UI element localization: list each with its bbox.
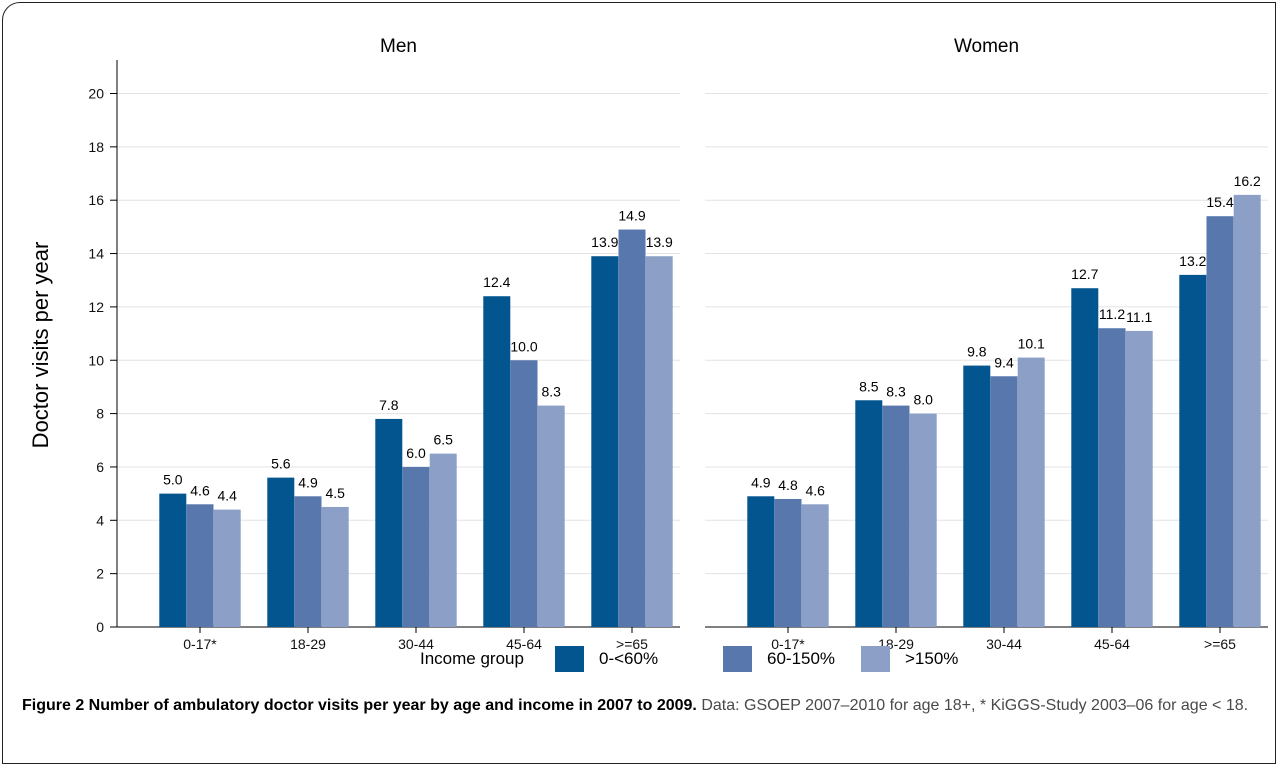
x-tick-label: 18-29 <box>290 636 326 652</box>
legend-swatch <box>555 646 584 672</box>
y-axis-label: Doctor visits per year <box>28 242 53 449</box>
data-label: 16.2 <box>1234 173 1261 189</box>
legend-swatch <box>861 646 890 672</box>
bar <box>774 498 802 627</box>
bar <box>402 466 430 627</box>
legend-swatch <box>723 646 752 672</box>
bar <box>294 496 322 627</box>
bar <box>591 256 619 627</box>
legend-label: 0-<60% <box>599 649 658 668</box>
panel-title: Women <box>954 36 1019 57</box>
bar <box>1125 330 1153 627</box>
bar <box>618 229 646 628</box>
data-label: 4.5 <box>325 485 345 501</box>
bar <box>882 405 910 627</box>
y-tick-label: 4 <box>96 512 104 528</box>
bar <box>1206 216 1234 627</box>
data-label: 14.9 <box>618 208 645 224</box>
bar <box>801 504 829 627</box>
bar <box>645 256 673 627</box>
data-label: 10.0 <box>510 338 537 354</box>
data-label: 8.3 <box>541 384 561 400</box>
data-label: 4.6 <box>190 482 210 498</box>
bar <box>537 405 565 627</box>
y-tick-label: 18 <box>88 139 104 155</box>
panel-title: Men <box>380 36 417 57</box>
bar <box>510 360 538 627</box>
bar <box>990 376 1018 627</box>
y-tick-label: 14 <box>88 246 104 262</box>
data-label: 9.4 <box>994 354 1014 370</box>
data-label: 11.2 <box>1099 306 1125 322</box>
bar <box>483 296 511 627</box>
bar <box>213 509 241 627</box>
bar <box>1179 274 1207 627</box>
data-label: 8.3 <box>886 384 906 400</box>
bar <box>1071 288 1099 627</box>
bar <box>747 496 775 627</box>
data-label: 6.0 <box>406 445 426 461</box>
data-label: 4.6 <box>805 482 825 498</box>
data-label: 15.4 <box>1206 194 1233 210</box>
data-label: 9.8 <box>967 344 987 360</box>
data-label: 4.9 <box>751 474 771 490</box>
y-tick-label: 16 <box>88 192 104 208</box>
data-label: 8.5 <box>859 378 879 394</box>
bar <box>1098 328 1126 627</box>
y-tick-label: 8 <box>96 406 104 422</box>
bar <box>186 504 214 627</box>
data-label: 13.2 <box>1179 253 1206 269</box>
y-tick-label: 20 <box>88 86 104 102</box>
bar <box>429 453 457 627</box>
y-tick-label: 10 <box>88 352 104 368</box>
legend-title: Income group <box>420 649 524 668</box>
data-label: 12.4 <box>483 274 510 290</box>
legend-label: 60-150% <box>767 649 835 668</box>
bar <box>855 400 883 627</box>
bar <box>375 418 403 627</box>
bar <box>159 493 187 627</box>
data-label: 8.0 <box>913 392 933 408</box>
legend-label: >150% <box>905 649 958 668</box>
bar <box>1233 194 1261 628</box>
bar <box>1017 357 1045 627</box>
bar <box>963 365 991 627</box>
x-tick-label: >=65 <box>1204 636 1236 652</box>
caption-title: Figure 2 Number of ambulatory doctor vis… <box>22 697 697 714</box>
bar <box>267 477 295 627</box>
data-label: 7.8 <box>379 397 399 413</box>
x-tick-label: 45-64 <box>506 636 542 652</box>
y-tick-label: 6 <box>96 459 104 475</box>
x-tick-label: 0-17* <box>183 636 217 652</box>
bar <box>321 506 349 627</box>
data-label: 4.8 <box>778 477 798 493</box>
figure-caption: Figure 2 Number of ambulatory doctor vis… <box>22 694 1262 718</box>
x-tick-label: 30-44 <box>398 636 434 652</box>
data-label: 5.0 <box>163 472 183 488</box>
y-tick-label: 12 <box>88 299 104 315</box>
bar <box>909 413 937 627</box>
data-label: 5.6 <box>271 456 291 472</box>
data-label: 6.5 <box>433 432 453 448</box>
data-label: 13.9 <box>591 234 618 250</box>
caption-note: Data: GSOEP 2007–2010 for age 18+, * KiG… <box>696 697 1249 714</box>
data-label: 12.7 <box>1071 266 1098 282</box>
data-label: 4.9 <box>298 474 318 490</box>
x-tick-label: >=65 <box>616 636 648 652</box>
data-label: 10.1 <box>1018 336 1045 352</box>
data-label: 13.9 <box>646 234 673 250</box>
y-tick-label: 0 <box>96 619 104 635</box>
x-tick-label: 45-64 <box>1094 636 1130 652</box>
data-label: 4.4 <box>217 488 237 504</box>
y-tick-label: 2 <box>96 566 104 582</box>
x-tick-label: 30-44 <box>986 636 1022 652</box>
x-tick-label: 0-17* <box>771 636 805 652</box>
data-label: 11.1 <box>1126 309 1152 325</box>
